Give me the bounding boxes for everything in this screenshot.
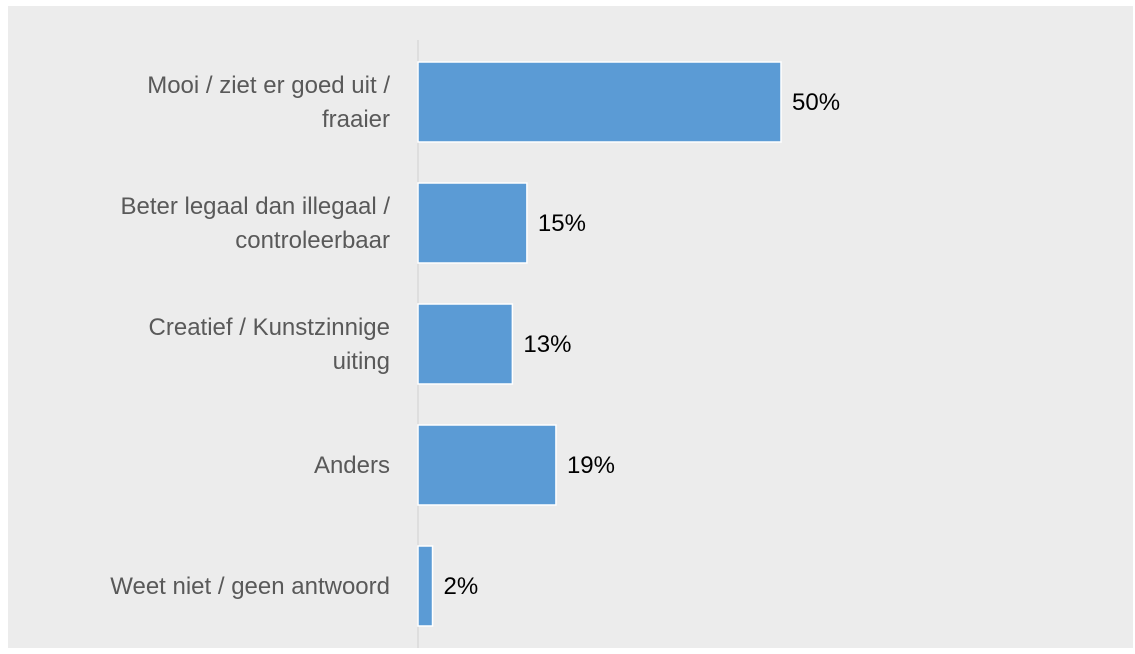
value-label-5: 2% bbox=[444, 573, 479, 600]
value-label-4: 19% bbox=[567, 452, 615, 479]
bar-1 bbox=[417, 61, 782, 143]
value-label-2: 15% bbox=[538, 210, 586, 237]
category-label-1: Mooi / ziet er goed uit / fraaier bbox=[147, 72, 390, 133]
value-label-1: 50% bbox=[792, 89, 840, 116]
bar-chart: 50% Mooi / ziet er goed uit / fraaier 15% Be… bbox=[110, 40, 840, 648]
bar-2 bbox=[417, 182, 528, 264]
category-label-2: Beter legaal dan illegaal / controleerbaa… bbox=[120, 193, 390, 254]
category-label-5: Weet niet / geen antwoord bbox=[110, 573, 390, 600]
bar-5 bbox=[417, 545, 434, 627]
category-label-4: Anders bbox=[314, 452, 390, 479]
category-label-3: Creatief / Kunstzinnige uiting bbox=[149, 314, 390, 375]
bar-4 bbox=[417, 424, 557, 506]
value-label-3: 13% bbox=[523, 331, 571, 358]
chart-area: 50% Mooi / ziet er goed uit / fraaier 15% Be… bbox=[8, 6, 1133, 648]
bar-3 bbox=[417, 303, 514, 385]
